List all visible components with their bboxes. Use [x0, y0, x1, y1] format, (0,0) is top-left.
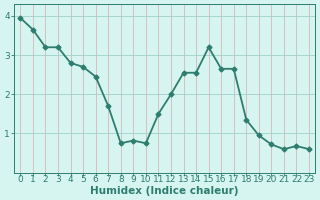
- X-axis label: Humidex (Indice chaleur): Humidex (Indice chaleur): [91, 186, 239, 196]
